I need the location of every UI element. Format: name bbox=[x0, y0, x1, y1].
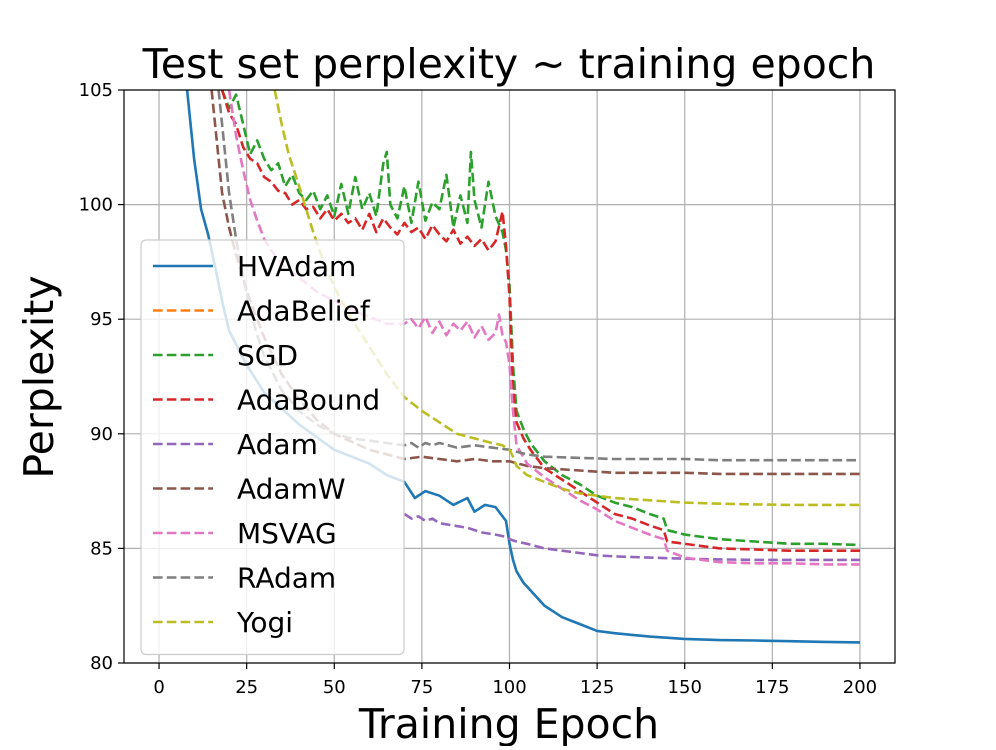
y-tick-label: 90 bbox=[90, 424, 113, 445]
legend: HVAdam AdaBelief SGD AdaBound Adam AdamW MSVAG… bbox=[140, 239, 405, 656]
x-tick-label: 0 bbox=[153, 677, 164, 698]
y-tick-label: 105 bbox=[79, 80, 113, 101]
x-tick-label: 200 bbox=[843, 677, 877, 698]
x-tick-label: 150 bbox=[668, 677, 702, 698]
y-axis-label: Perplexity bbox=[15, 275, 63, 478]
series-line-sgd bbox=[220, 90, 861, 547]
series-line-yogi bbox=[273, 90, 860, 507]
y-tick-label: 100 bbox=[79, 195, 113, 216]
series-line-adabound bbox=[220, 90, 860, 552]
axis-ticks: 0 25 50 75 100 125 150 175 200 80 85 90 95 100 105 bbox=[79, 80, 877, 698]
legend-label-radam: RAdam bbox=[237, 562, 336, 595]
legend-label-adam: Adam bbox=[237, 428, 318, 461]
series-line-adam bbox=[403, 512, 860, 562]
legend-label-adamw: AdamW bbox=[237, 473, 346, 506]
x-tick-label: 100 bbox=[492, 677, 526, 698]
series-line-msvag bbox=[227, 90, 860, 566]
x-tick-label: 75 bbox=[410, 677, 433, 698]
legend-label-hvadam: HVAdam bbox=[237, 250, 356, 283]
chart-title: Test set perplexity ~ training epoch bbox=[142, 40, 876, 88]
legend-label-sgd: SGD bbox=[237, 339, 298, 372]
legend-label-msvag: MSVAG bbox=[237, 517, 337, 550]
x-tick-label: 25 bbox=[235, 677, 258, 698]
x-tick-label: 175 bbox=[755, 677, 789, 698]
legend-box bbox=[140, 239, 405, 656]
y-tick-label: 85 bbox=[90, 538, 113, 559]
x-axis-label: Training Epoch bbox=[358, 700, 659, 746]
legend-label-adabelief: AdaBelief bbox=[237, 295, 371, 328]
y-tick-label: 95 bbox=[90, 309, 113, 330]
legend-label-yogi: Yogi bbox=[236, 606, 293, 639]
x-tick-label: 125 bbox=[580, 677, 614, 698]
legend-label-adabound: AdaBound bbox=[237, 384, 380, 417]
y-tick-label: 80 bbox=[90, 653, 113, 674]
x-tick-label: 50 bbox=[323, 677, 346, 698]
